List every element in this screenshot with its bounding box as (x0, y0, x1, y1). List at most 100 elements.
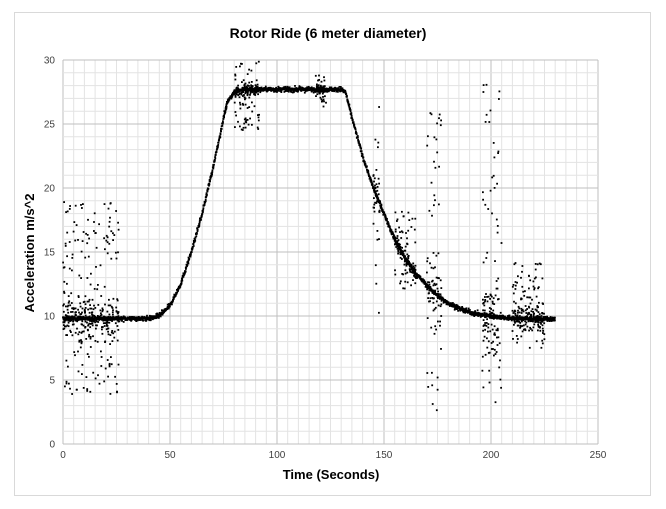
data-point (376, 200, 378, 203)
data-point (206, 190, 209, 193)
data-point (493, 316, 495, 319)
data-point (95, 246, 98, 249)
data-point (472, 311, 475, 314)
data-point (213, 163, 215, 166)
data-point (432, 290, 434, 293)
data-point (84, 326, 87, 328)
data-point (97, 321, 100, 323)
data-point (399, 280, 402, 283)
data-point (91, 313, 93, 316)
data-point (513, 300, 515, 303)
data-point (242, 90, 244, 93)
data-point (162, 309, 165, 312)
data-point (495, 351, 498, 353)
data-point (370, 180, 373, 183)
data-point (444, 299, 447, 301)
data-point (275, 86, 277, 89)
data-point (149, 319, 152, 322)
data-point (407, 257, 410, 259)
data-point (104, 341, 106, 343)
data-point (105, 234, 108, 237)
data-point (322, 96, 324, 98)
data-point (242, 95, 244, 97)
data-point (491, 302, 494, 305)
data-point (93, 288, 96, 290)
data-point (520, 307, 523, 310)
data-point (320, 98, 323, 101)
data-point (546, 315, 548, 318)
data-point (428, 209, 431, 212)
data-point (519, 326, 521, 329)
data-point (467, 307, 470, 310)
data-point (537, 323, 539, 326)
data-point (84, 318, 87, 321)
data-point (159, 315, 162, 318)
data-point (493, 348, 496, 351)
data-point (99, 314, 102, 317)
data-point (541, 320, 544, 323)
data-point (488, 307, 491, 309)
data-point (70, 311, 72, 313)
data-point (523, 317, 526, 320)
data-point (76, 320, 79, 323)
data-point (79, 305, 82, 308)
data-point (112, 318, 114, 321)
data-point (318, 91, 321, 93)
data-point (437, 290, 439, 293)
data-point (66, 334, 68, 336)
data-point (401, 273, 404, 275)
data-point (409, 271, 412, 273)
data-point (77, 370, 80, 373)
data-point (85, 376, 88, 378)
data-point (479, 316, 482, 318)
data-point (435, 328, 437, 331)
data-point (426, 372, 429, 374)
data-point (485, 83, 488, 86)
data-point (212, 165, 215, 168)
data-point (81, 207, 83, 209)
data-point (63, 321, 66, 324)
data-point (521, 285, 524, 288)
data-point (375, 190, 377, 193)
data-point (179, 285, 182, 288)
data-point (110, 356, 112, 358)
data-point (248, 96, 251, 99)
data-point (253, 89, 256, 92)
data-point (186, 264, 189, 267)
data-point (531, 308, 534, 310)
data-point (103, 380, 106, 383)
data-point (521, 320, 523, 323)
data-point (203, 204, 206, 206)
data-point (394, 273, 397, 276)
data-point (254, 84, 257, 87)
data-point (74, 204, 77, 207)
data-point (149, 317, 151, 320)
data-point (529, 279, 532, 282)
data-point (498, 366, 501, 369)
data-point (486, 251, 489, 254)
data-point (169, 305, 171, 308)
data-point (249, 89, 252, 91)
data-point (438, 203, 440, 206)
x-tick-label: 50 (164, 450, 176, 461)
data-point (431, 384, 434, 387)
data-point (207, 187, 210, 190)
data-point (107, 317, 110, 320)
data-point (541, 327, 544, 330)
data-point (82, 231, 85, 233)
data-point (219, 133, 222, 136)
data-point (481, 312, 483, 315)
data-point (86, 277, 89, 279)
data-point (237, 94, 240, 97)
data-point (520, 335, 523, 338)
data-point (214, 157, 217, 160)
data-point (531, 329, 534, 332)
data-point (116, 298, 119, 301)
data-point (257, 128, 260, 130)
data-point (189, 253, 192, 256)
data-point (84, 317, 86, 320)
data-point (78, 340, 81, 343)
data-point (237, 84, 239, 87)
data-point (322, 105, 325, 108)
data-point (401, 231, 404, 234)
